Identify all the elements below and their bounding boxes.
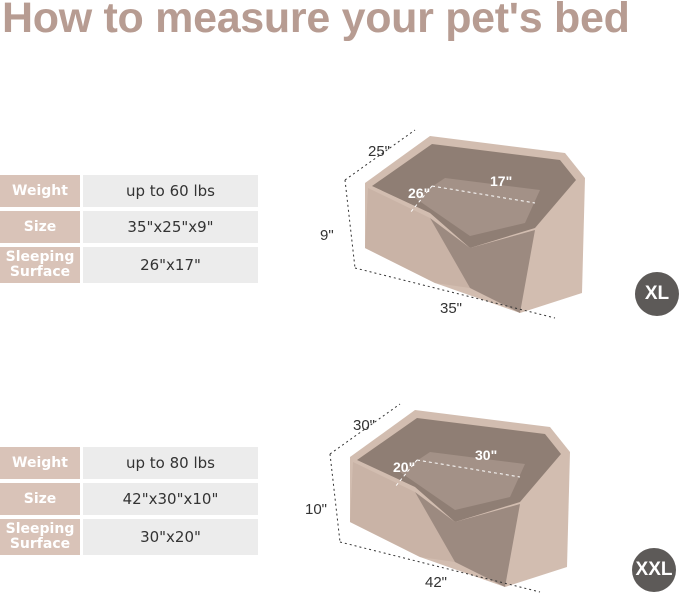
spec-label: Sleeping Surface — [0, 519, 80, 555]
spec-row: Size 35"x25"x9" — [0, 211, 258, 243]
page-title: How to measure your pet's bed — [2, 0, 630, 42]
spec-value: 42"x30"x10" — [83, 483, 258, 515]
dim-width: 30" — [353, 417, 375, 434]
spec-row: Weight up to 80 lbs — [0, 447, 258, 479]
inner-dimension-lines — [409, 185, 536, 214]
spec-label: Size — [0, 211, 80, 243]
size-badge-xxl: XXL — [632, 548, 676, 592]
spec-value: up to 60 lbs — [83, 175, 258, 207]
dimension-lines — [344, 129, 556, 319]
spec-row: Weight up to 60 lbs — [0, 175, 258, 207]
bed-shape — [365, 136, 585, 313]
spec-row: Size 42"x30"x10" — [0, 483, 258, 515]
bed-image-xl: 25" 9" 35" 26" 17" — [320, 118, 610, 332]
bed-image-xxl: 30" 10" 42" 20" 30" — [305, 392, 595, 606]
dim-length: 35" — [440, 300, 462, 317]
dim-width: 25" — [368, 143, 390, 160]
dim-inner-width: 30" — [475, 447, 497, 463]
dim-inner-length: 26" — [408, 185, 430, 201]
spec-table-xxl: Weight up to 80 lbs Size 42"x30"x10" Sle… — [0, 447, 258, 559]
dim-height: 9" — [320, 227, 334, 244]
spec-table-xl: Weight up to 60 lbs Size 35"x25"x9" Slee… — [0, 175, 258, 287]
spec-label: Size — [0, 483, 80, 515]
dimension-lines — [329, 403, 541, 593]
spec-value: up to 80 lbs — [83, 447, 258, 479]
dim-inner-length: 20" — [393, 459, 415, 475]
dim-inner-width: 17" — [490, 173, 512, 189]
spec-label: Weight — [0, 447, 80, 479]
spec-value: 26"x17" — [83, 247, 258, 283]
spec-row: Sleeping Surface 30"x20" — [0, 519, 258, 555]
dim-length: 42" — [425, 574, 447, 591]
bed-shape — [350, 410, 570, 587]
spec-row: Sleeping Surface 26"x17" — [0, 247, 258, 283]
dim-height: 10" — [305, 501, 327, 518]
size-badge-xl: XL — [635, 272, 679, 316]
inner-dimension-lines — [394, 459, 521, 488]
spec-value: 30"x20" — [83, 519, 258, 555]
spec-value: 35"x25"x9" — [83, 211, 258, 243]
spec-label: Weight — [0, 175, 80, 207]
spec-label: Sleeping Surface — [0, 247, 80, 283]
